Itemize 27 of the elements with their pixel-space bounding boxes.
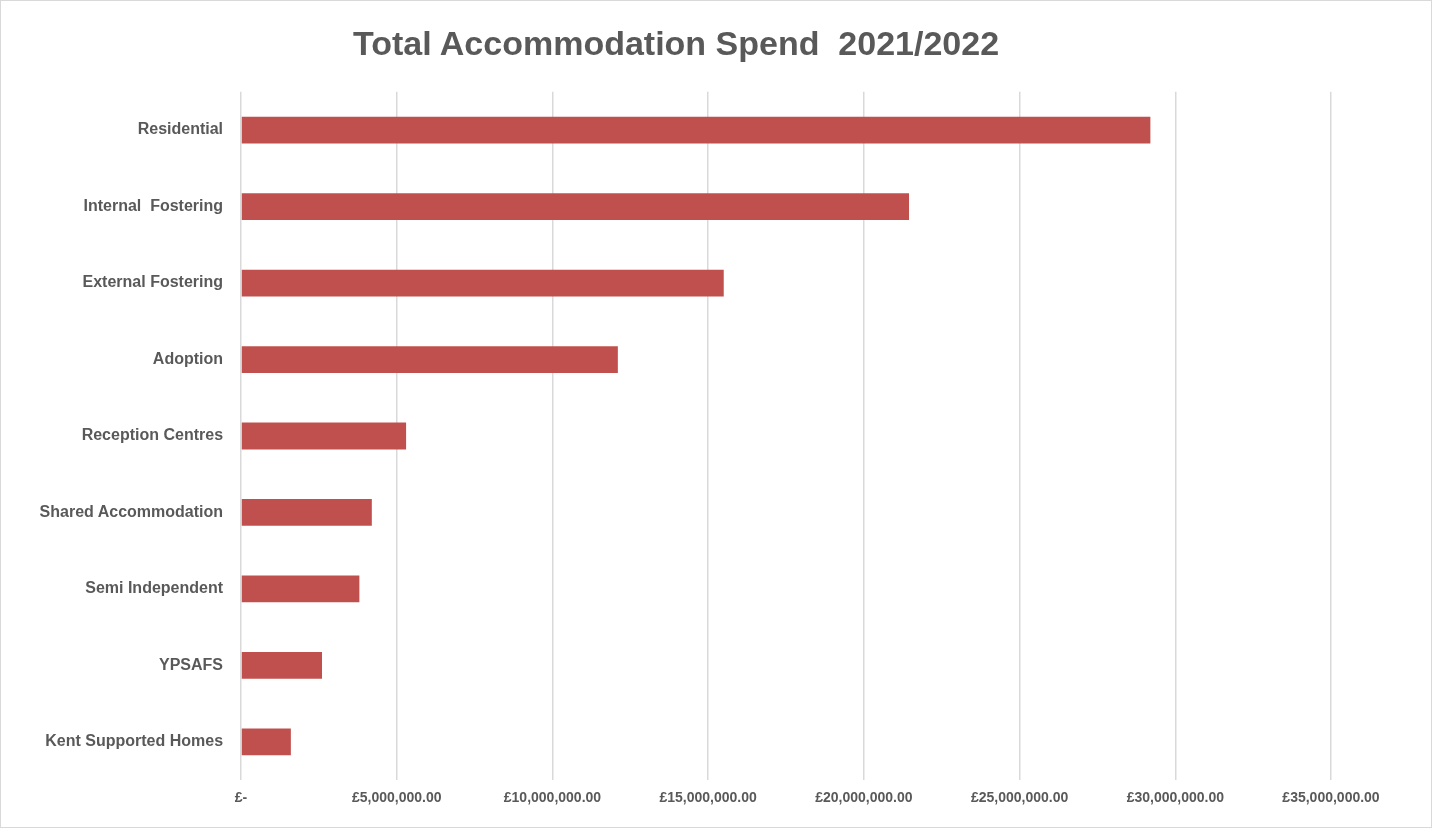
x-tick-label: £10,000,000.00: [503, 789, 602, 806]
bar: [241, 652, 322, 679]
bar: [241, 575, 360, 603]
x-tick-label: £35,000,000.00: [1282, 789, 1380, 806]
bar: [241, 269, 724, 297]
bar: [241, 422, 407, 450]
y-tick-label: YPSAFS: [159, 655, 224, 673]
y-tick-label: External Fostering: [82, 273, 224, 291]
x-tick-label: £20,000,000.00: [815, 789, 913, 806]
y-tick-label: Semi Independent: [85, 579, 224, 597]
bar: [241, 728, 291, 756]
x-tick-label: £30,000,000.00: [1126, 789, 1225, 806]
bar: [241, 116, 1151, 144]
y-tick-label: Reception Centres: [81, 426, 224, 444]
y-tick-label: Kent Supported Homes: [45, 732, 224, 750]
x-tick-label: £25,000,000.00: [970, 789, 1069, 806]
y-tick-label: Residential: [137, 120, 224, 138]
y-tick-label: Internal Fostering: [83, 196, 224, 214]
x-tick-label: £-: [234, 789, 248, 806]
y-tick-label: Adoption: [152, 349, 224, 367]
x-tick-label: £15,000,000.00: [659, 789, 758, 806]
bar: [241, 346, 618, 373]
x-tick-label: £5,000,000.00: [351, 789, 442, 806]
y-tick-label: Shared Accommodation: [39, 502, 224, 520]
bar: [241, 499, 372, 526]
bar: [241, 193, 910, 220]
chart-title: Total Accommodation Spend 2021/2022: [352, 23, 1000, 62]
